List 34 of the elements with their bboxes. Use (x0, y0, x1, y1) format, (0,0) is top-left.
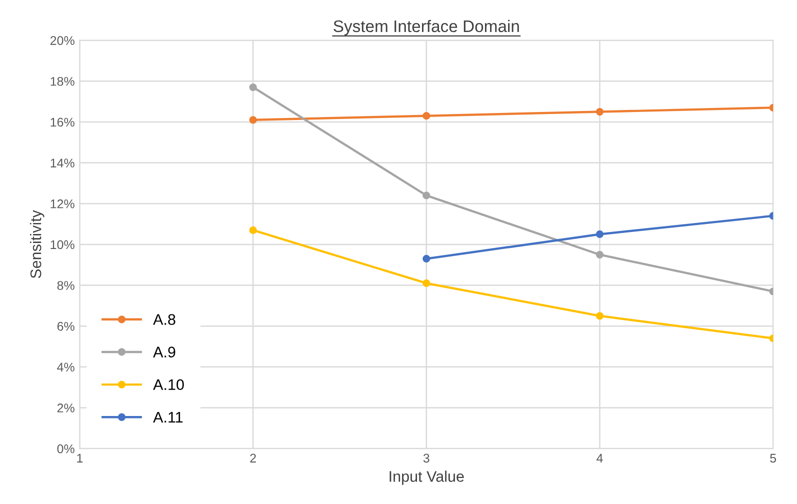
y-tick-label: 4% (57, 362, 74, 372)
point (596, 230, 604, 238)
point (249, 226, 257, 234)
point (596, 108, 604, 116)
legend-label: A.9 (153, 346, 176, 358)
point (249, 83, 257, 92)
y-tick-label: 14% (50, 158, 74, 168)
point (422, 254, 430, 263)
legend-label: A.8 (153, 314, 176, 325)
point (422, 192, 430, 200)
chart-title: System Interface Domain (334, 20, 519, 36)
legend-label: A.11 (153, 412, 183, 422)
y-tick-label: 10% (50, 240, 74, 250)
x-tick-label: 5 (770, 454, 776, 463)
x-axis-title: Input Value (390, 470, 464, 485)
point (249, 116, 257, 124)
point (422, 279, 430, 288)
y-tick-label: 0% (57, 444, 74, 454)
legend-label: A.10 (153, 379, 184, 390)
point (422, 112, 430, 120)
x-tick-label: 2 (250, 454, 256, 462)
point (596, 312, 604, 320)
x-tick-label: 1 (77, 454, 83, 462)
y-tick-label: 16% (50, 118, 74, 127)
y-tick-label: 12% (50, 199, 74, 208)
y-tick-label: 2% (57, 404, 74, 412)
point (596, 250, 604, 258)
y-tick-label: 20% (50, 36, 74, 45)
x-tick-label: 3 (423, 454, 430, 463)
y-tick-label: 8% (57, 281, 74, 290)
y-tick-label: 6% (57, 322, 74, 331)
x-tick-label: 4 (596, 454, 603, 462)
y-axis-title: Sensitivity (30, 210, 44, 278)
y-tick-label: 18% (50, 76, 74, 86)
